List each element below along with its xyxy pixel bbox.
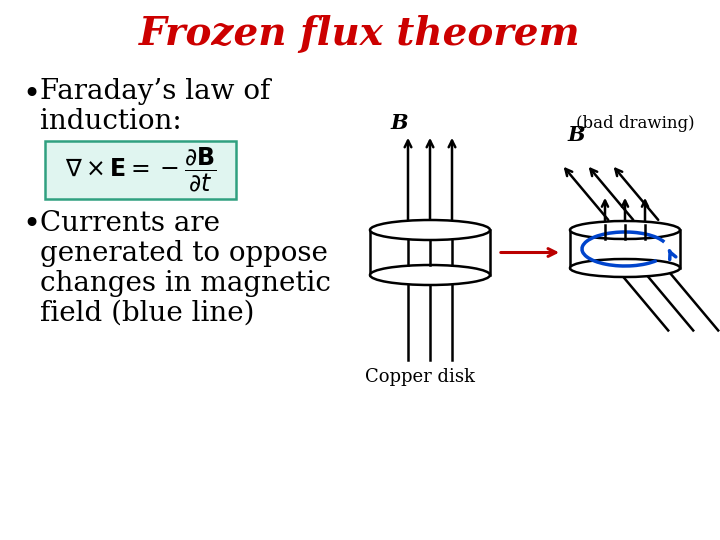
Text: generated to oppose: generated to oppose [40,240,328,267]
Text: $\nabla \times \mathbf{E} = -\dfrac{\partial \mathbf{B}}{\partial t}$: $\nabla \times \mathbf{E} = -\dfrac{\par… [65,146,216,194]
Text: B: B [567,125,585,145]
Text: •: • [22,80,40,111]
Text: (bad drawing): (bad drawing) [576,115,694,132]
Text: •: • [22,210,40,241]
Text: induction:: induction: [40,108,181,135]
Text: Faraday’s law of: Faraday’s law of [40,78,271,105]
Ellipse shape [570,221,680,239]
Text: Frozen flux theorem: Frozen flux theorem [139,15,581,53]
FancyBboxPatch shape [45,141,236,199]
Text: Currents are: Currents are [40,210,220,237]
Text: changes in magnetic: changes in magnetic [40,270,331,297]
Text: field (blue line): field (blue line) [40,300,254,327]
Text: Copper disk: Copper disk [365,368,475,386]
Text: B: B [390,113,408,133]
Ellipse shape [370,265,490,285]
Ellipse shape [570,259,680,277]
Ellipse shape [370,220,490,240]
